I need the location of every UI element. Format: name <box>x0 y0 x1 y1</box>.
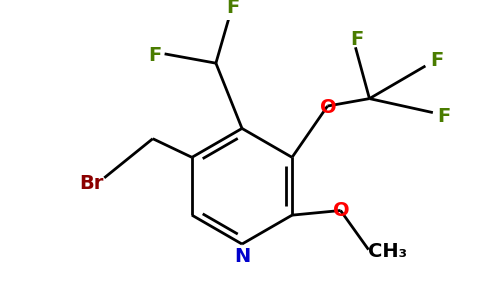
Text: CH₃: CH₃ <box>368 242 407 261</box>
Text: F: F <box>149 46 162 65</box>
Text: N: N <box>234 247 250 266</box>
Text: Br: Br <box>79 174 104 193</box>
Text: F: F <box>351 30 364 50</box>
Text: F: F <box>438 107 451 126</box>
Text: F: F <box>430 51 443 70</box>
Text: F: F <box>226 0 239 17</box>
Text: O: O <box>333 201 350 220</box>
Text: O: O <box>320 98 337 117</box>
